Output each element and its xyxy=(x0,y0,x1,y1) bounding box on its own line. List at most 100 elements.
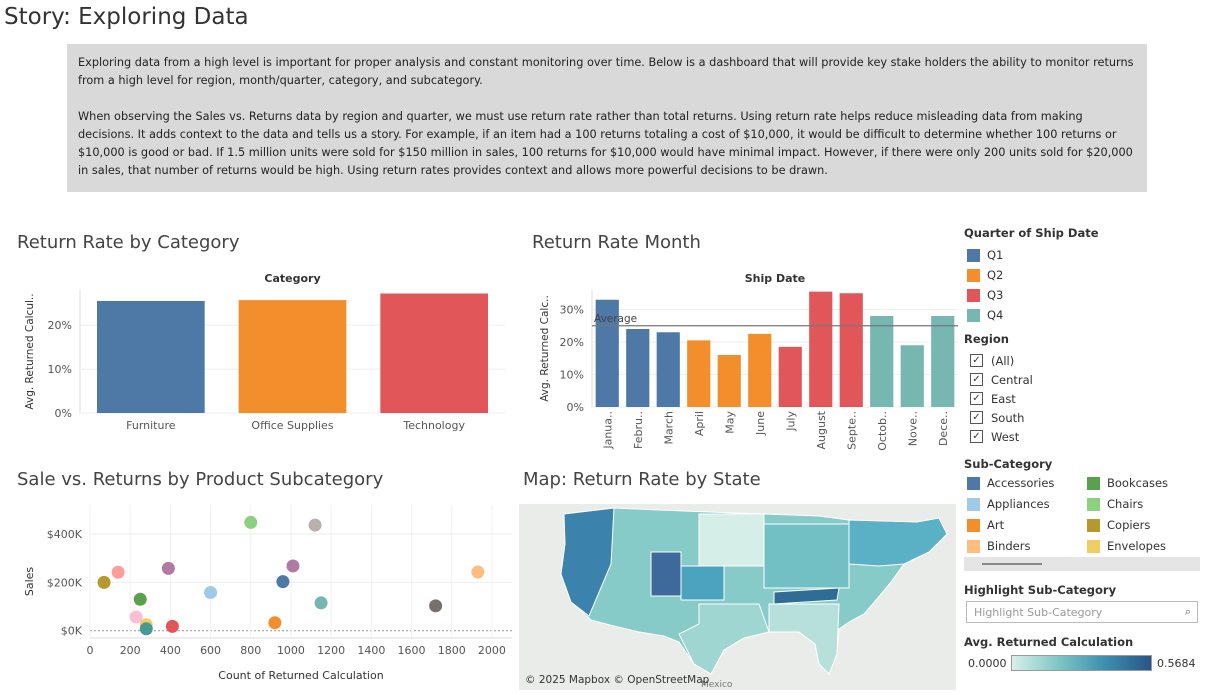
category-bar-chart[interactable]: Category Avg. Returned Calcul.. 0% 10% 20% Fu… xyxy=(15,265,520,440)
checkbox-checked-icon[interactable]: ✓ xyxy=(970,373,983,386)
scatter-point[interactable] xyxy=(308,518,322,532)
checkbox-checked-icon[interactable]: ✓ xyxy=(970,411,983,424)
scatter-y-tick: $400K xyxy=(47,528,83,541)
subcategory-label: Binders xyxy=(987,539,1031,553)
quarter-legend-label: Q4 xyxy=(987,308,1004,322)
checkbox-checked-icon[interactable]: ✓ xyxy=(970,430,983,443)
appliances-swatch xyxy=(967,497,980,511)
scatter-point[interactable] xyxy=(471,565,485,579)
scatter-point[interactable] xyxy=(165,619,179,633)
subcategory-legend-item[interactable]: Binders xyxy=(967,539,1087,553)
category-bar[interactable] xyxy=(380,293,488,413)
month-x-tick: June xyxy=(754,411,767,436)
q3-swatch xyxy=(967,288,980,302)
legend-scrollbar[interactable] xyxy=(964,557,1200,571)
quarter-legend-item[interactable]: Q1 xyxy=(967,245,1003,265)
scatter-point[interactable] xyxy=(244,515,258,529)
month-y-tick: 10% xyxy=(560,369,584,382)
scatter-point[interactable] xyxy=(129,610,143,624)
checkbox-checked-icon[interactable]: ✓ xyxy=(970,354,983,367)
subcategory-legend-item[interactable]: Accessories xyxy=(967,476,1087,490)
bookcases-swatch xyxy=(1087,476,1100,490)
month-x-tick: August xyxy=(815,410,828,449)
month-bar[interactable] xyxy=(626,329,650,407)
scatter-point[interactable] xyxy=(161,561,175,575)
scatter-point[interactable] xyxy=(204,586,218,600)
month-bar[interactable] xyxy=(809,291,833,407)
month-x-tick: March xyxy=(662,411,675,445)
colorado-state xyxy=(680,565,725,601)
subcategory-legend-item[interactable]: Copiers xyxy=(1087,518,1202,532)
midwest-states xyxy=(763,523,850,589)
tennessee-state xyxy=(773,587,840,605)
scatter-point[interactable] xyxy=(97,575,111,589)
month-x-tick: July xyxy=(784,411,797,432)
month-bar[interactable] xyxy=(656,332,680,407)
returned-legend-max: 0.5684 xyxy=(1157,657,1196,670)
region-option-all[interactable]: ✓ (All) xyxy=(970,351,1033,370)
month-bar[interactable] xyxy=(687,340,711,407)
subcategory-scatter-chart[interactable]: $0K $200K $400K 0 200 400 600 800 1000 1200 1400 16… xyxy=(15,500,520,690)
category-x-tick: Technology xyxy=(402,419,465,432)
region-option-label: (All) xyxy=(991,353,1015,368)
scatter-point[interactable] xyxy=(139,622,153,636)
scatter-point[interactable] xyxy=(314,596,328,610)
quarter-legend-item[interactable]: Q4 xyxy=(967,305,1003,325)
northern-plains xyxy=(698,513,765,567)
category-bar[interactable] xyxy=(238,300,347,413)
scatter-point[interactable] xyxy=(429,599,443,613)
scatter-point[interactable] xyxy=(111,565,125,579)
month-bar[interactable] xyxy=(900,345,924,407)
scatter-point[interactable] xyxy=(286,559,300,573)
month-bar[interactable] xyxy=(748,333,772,407)
subcategory-legend-item[interactable]: Envelopes xyxy=(1087,539,1202,553)
region-option-east[interactable]: ✓ East xyxy=(970,389,1033,408)
state-return-map[interactable]: Mexico xyxy=(519,504,956,690)
month-bar[interactable] xyxy=(870,316,894,407)
quarter-legend-label: Q2 xyxy=(987,268,1004,282)
category-bar[interactable] xyxy=(97,300,205,413)
quarter-legend-item[interactable]: Q3 xyxy=(967,285,1003,305)
region-option-central[interactable]: ✓ Central xyxy=(970,370,1033,389)
subcategory-label: Art xyxy=(987,518,1005,532)
scatter-x-axis-label: Count of Returned Calculation xyxy=(218,669,383,682)
checkbox-checked-icon[interactable]: ✓ xyxy=(970,392,983,405)
scatter-point[interactable] xyxy=(276,575,290,589)
month-bar[interactable] xyxy=(931,316,955,407)
subcategory-label: Chairs xyxy=(1107,497,1144,511)
copiers-swatch xyxy=(1087,518,1100,532)
month-bar[interactable] xyxy=(595,299,619,407)
returned-color-ramp xyxy=(1011,655,1152,671)
month-x-tick: April xyxy=(693,411,706,436)
subcategory-legend-item[interactable]: Bookcases xyxy=(1087,476,1202,490)
scatter-x-tick: 1600 xyxy=(398,644,426,657)
subcategory-legend-item[interactable]: Art xyxy=(967,518,1087,532)
west-coast-states xyxy=(560,507,615,617)
month-bar[interactable] xyxy=(717,355,741,407)
subcategory-label: Copiers xyxy=(1107,518,1151,532)
scatter-y-axis-label: Sales xyxy=(23,567,36,597)
accessories-swatch xyxy=(967,476,980,490)
month-chart-title: Return Rate Month xyxy=(532,232,701,253)
quarter-legend-item[interactable]: Q2 xyxy=(967,265,1003,285)
category-x-tick: Furniture xyxy=(126,419,176,432)
month-bar[interactable] xyxy=(778,346,802,407)
subcategory-legend-item[interactable]: Chairs xyxy=(1087,497,1202,511)
scatter-x-tick: 400 xyxy=(160,644,181,657)
subcategory-label: Accessories xyxy=(987,476,1055,490)
art-swatch xyxy=(967,518,980,532)
subcategory-legend-item[interactable]: Appliances xyxy=(967,497,1087,511)
region-option-south[interactable]: ✓ South xyxy=(970,408,1033,427)
scatter-x-tick: 800 xyxy=(240,644,261,657)
scatter-x-tick: 1800 xyxy=(438,644,466,657)
month-bar[interactable] xyxy=(839,293,863,407)
region-option-label: Central xyxy=(991,372,1033,387)
legend-scrollbar-thumb[interactable] xyxy=(982,563,1042,565)
utah-state xyxy=(650,551,682,597)
scatter-point[interactable] xyxy=(133,592,147,606)
highlight-subcategory-input[interactable]: Highlight Sub-Category ⌕ xyxy=(966,601,1198,623)
scatter-point[interactable] xyxy=(268,616,282,630)
region-option-west[interactable]: ✓ West xyxy=(970,427,1033,446)
region-option-label: West xyxy=(991,429,1020,444)
month-bar-chart[interactable]: Ship Date Avg. Returned Calc.. 0% 10% 20% 30%… xyxy=(530,265,960,455)
